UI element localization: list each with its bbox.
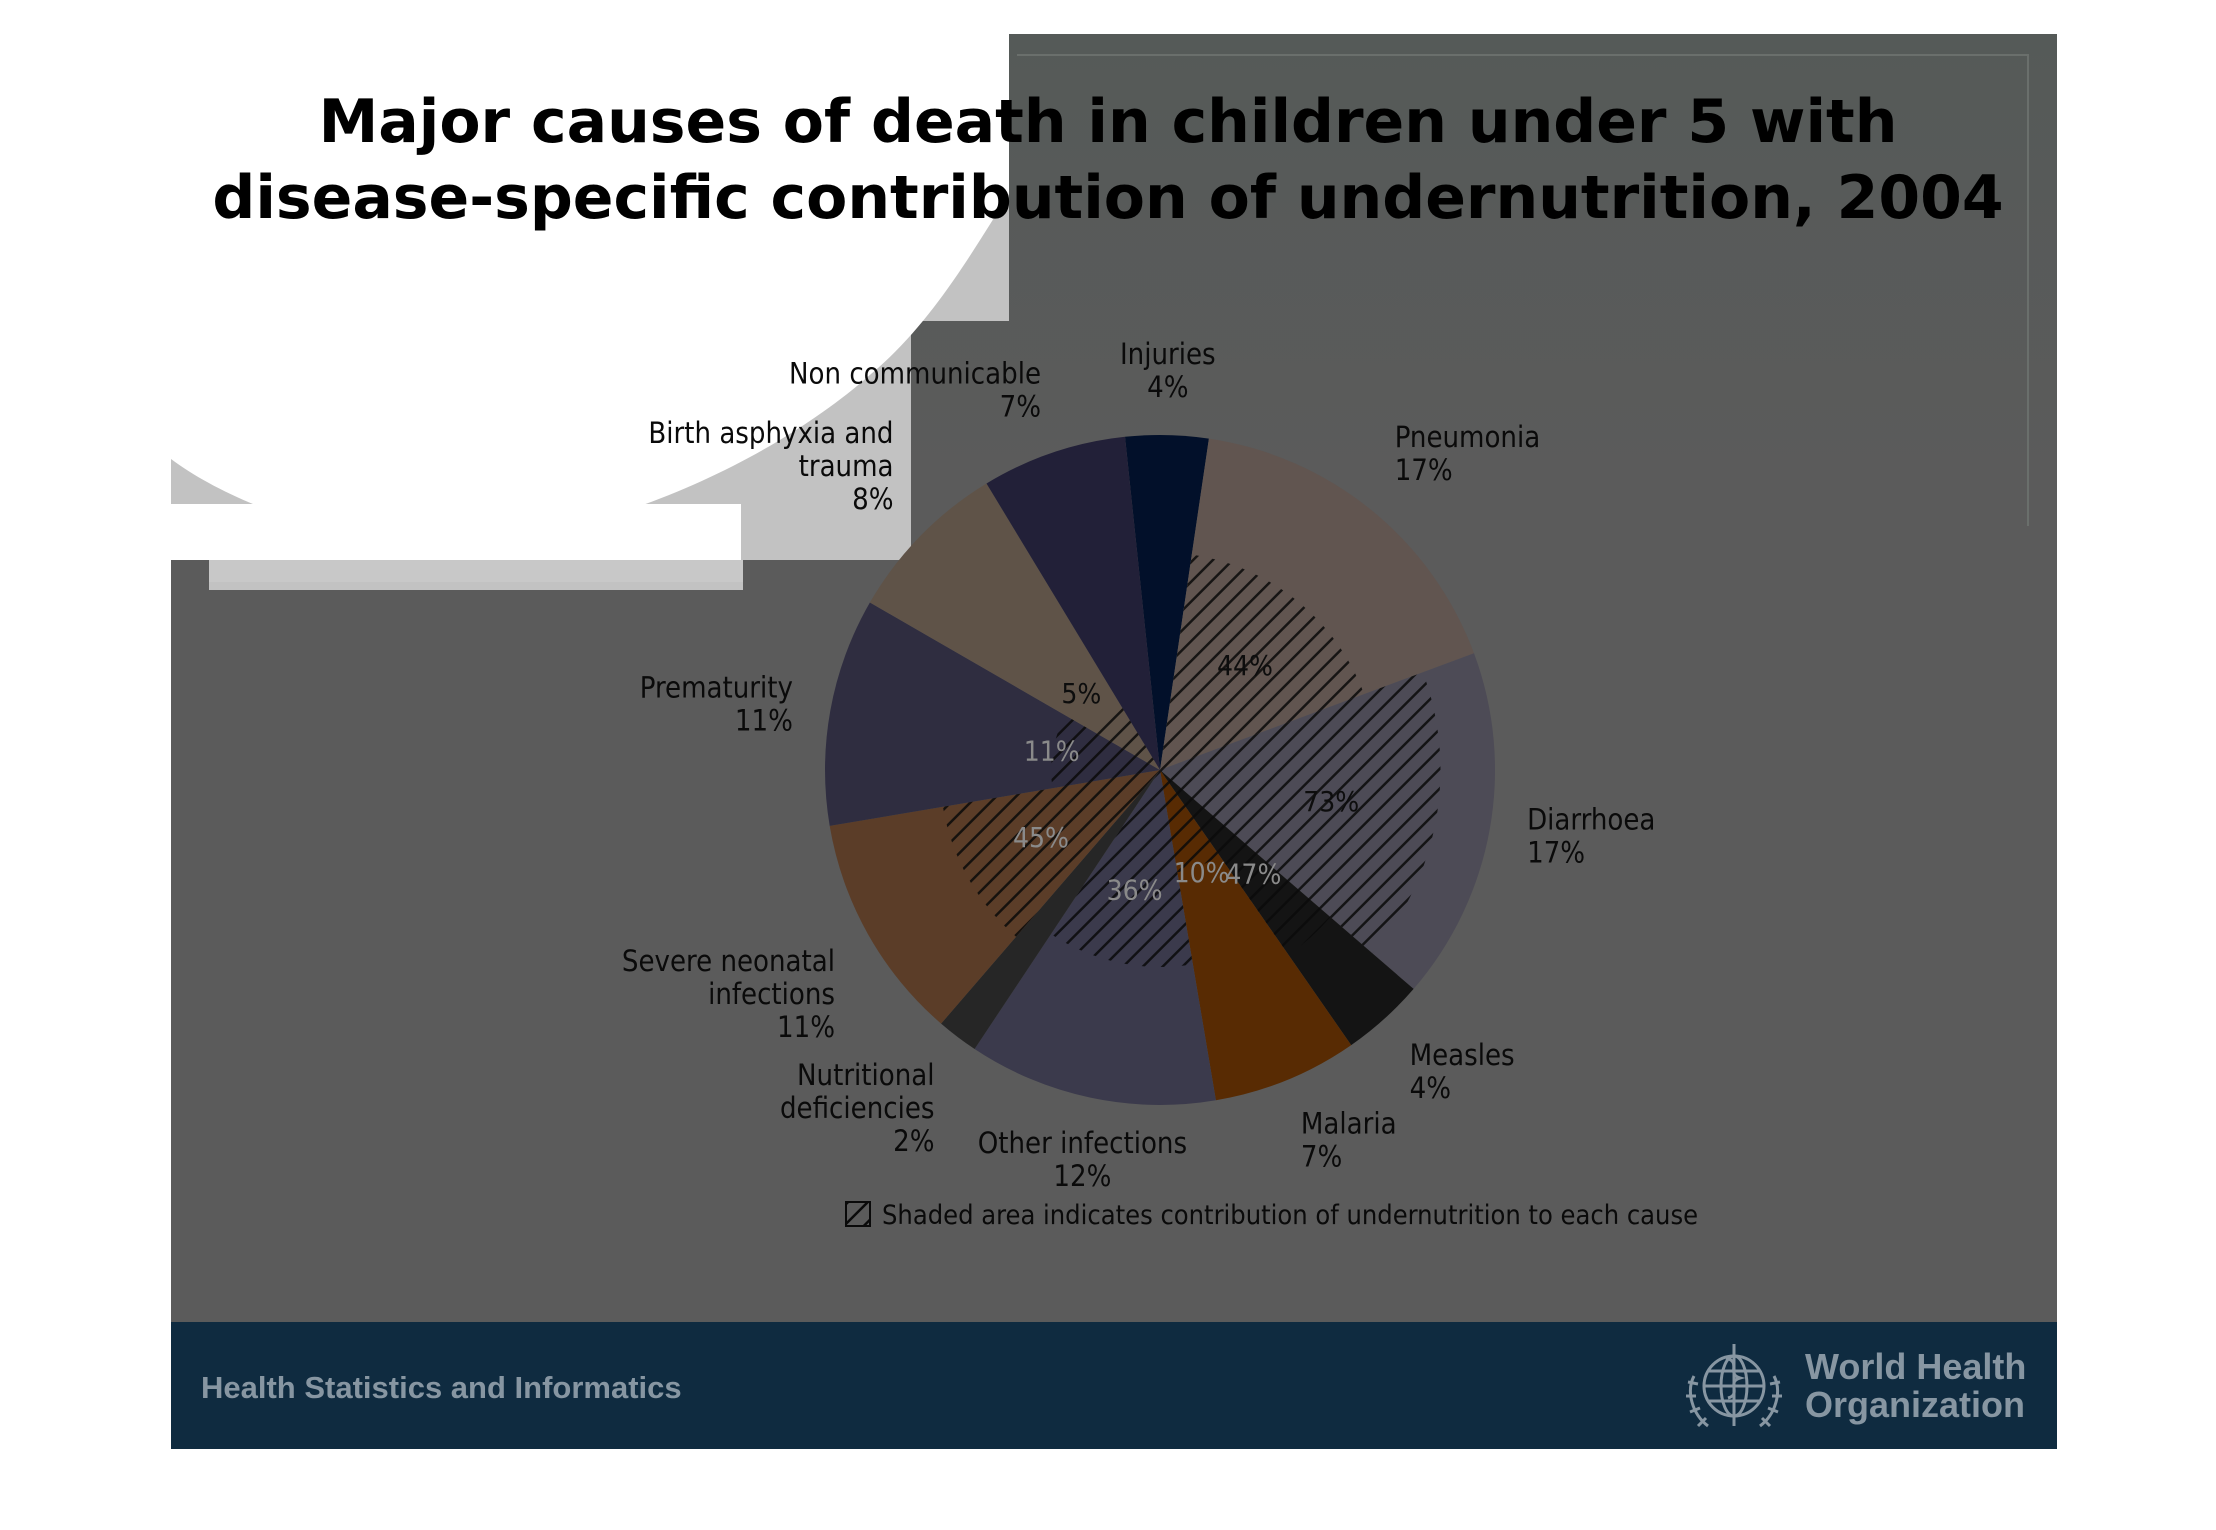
slice-label-text-severe-neonatal-infections: Severe neonatal [622,944,835,978]
footer-bar: Health Statistics and Informatics World … [171,1322,2057,1449]
slice-label-text-measles: Measles [1410,1038,1515,1072]
undernutrition-label-pneumonia: 44% [1217,649,1273,682]
legend-note: Shaded area indicates contribution of un… [882,1200,1700,1231]
slice-value-other-infections: 12% [1053,1159,1111,1193]
pie-slice-nutritional-deficiencies [941,770,1160,1049]
undernutrition-label-birth-asphyxia-and-trauma: 5% [1061,677,1101,710]
slice-label-text-injuries: Injuries [1120,340,1216,371]
slice-label-text-birth-asphyxia-and-trauma: Birth asphyxia and [648,416,893,450]
slice-label-text-other-infections: Other infections [978,1126,1187,1160]
slice-value-nutritional-deficiencies: 2% [893,1124,934,1158]
slice-value-pneumonia: 17% [1395,453,1453,487]
white-overlay-shape [171,34,1013,594]
slice-value-malaria: 7% [1301,1139,1342,1173]
header-frame-line [1017,54,2029,526]
slice-label-text-malaria: Malaria [1301,1106,1397,1140]
undernutrition-hatch-malaria [1160,770,1220,873]
who-organization-name: World Health Organization [1805,1348,2026,1424]
slice-label-text-pneumonia: Pneumonia [1395,420,1541,454]
chart-title-line1: Major causes of death in children under … [318,87,1898,157]
slice-value-severe-neonatal-infections: 11% [777,1010,835,1044]
pie-slice-birth-asphyxia-and-trauma [869,483,1160,770]
undernutrition-label-prematurity: 11% [1024,735,1080,768]
undernutrition-label-diarrhoea: 73% [1303,785,1359,818]
slice-label-text-nutritional-deficiencies: Nutritional [797,1058,934,1092]
undernutrition-hatch-severe-neonatal-infections [942,770,1160,937]
slice-value-diarrhoea: 17% [1527,836,1585,870]
slice-label-text-nutritional-deficiencies: deficiencies [780,1091,935,1125]
slice-label-text-prematurity: Prematurity [640,670,793,704]
pie-slice-injuries [1125,434,1209,770]
pie-chart: Injuries4%44%Pneumonia17%73%Diarrhoea17%… [622,340,1700,1231]
slice-value-non-communicable: 7% [1000,390,1041,424]
who-emblem-icon [1686,1344,1782,1428]
slice-label-text-severe-neonatal-infections: infections [708,977,835,1011]
undernutrition-hatch-prematurity [1051,715,1160,789]
pie-slice-non-communicable [986,436,1160,770]
undernutrition-label-measles: 47% [1225,858,1281,891]
footer-department: Health Statistics and Informatics [201,1370,682,1405]
undernutrition-label-other-infections: 36% [1107,874,1163,907]
undernutrition-label-malaria: 10% [1174,856,1230,889]
slice-value-prematurity: 11% [735,703,793,737]
who-name-line2: Organization [1805,1384,2026,1425]
slice-value-birth-asphyxia-and-trauma: 8% [852,482,893,516]
undernutrition-hatch-other-infections [1051,770,1193,967]
slice-label-text-diarrhoea: Diarrhoea [1527,803,1655,837]
slice-label-text-non-communicable: Non communicable [789,357,1041,391]
slice-value-measles: 4% [1410,1071,1451,1105]
chart-title: Major causes of death in children under … [0,84,2216,236]
chart-title-line2: disease-specific contribution of undernu… [212,163,2004,233]
slice-value-injuries: 4% [1147,370,1188,404]
slice-label-text-birth-asphyxia-and-trauma: trauma [799,449,894,483]
slide: Health Statistics and Informatics World … [171,34,2057,1449]
undernutrition-label-severe-neonatal-infections: 45% [1013,821,1069,854]
legend-hatch-swatch [845,1201,871,1227]
undernutrition-hatch-birth-asphyxia-and-trauma [1096,707,1160,770]
who-name-line1: World Health [1805,1346,2027,1387]
undernutrition-hatch-measles [1160,770,1331,955]
undernutrition-hatch-pneumonia [1160,554,1365,770]
undernutrition-hatch-diarrhoea [1160,672,1441,954]
